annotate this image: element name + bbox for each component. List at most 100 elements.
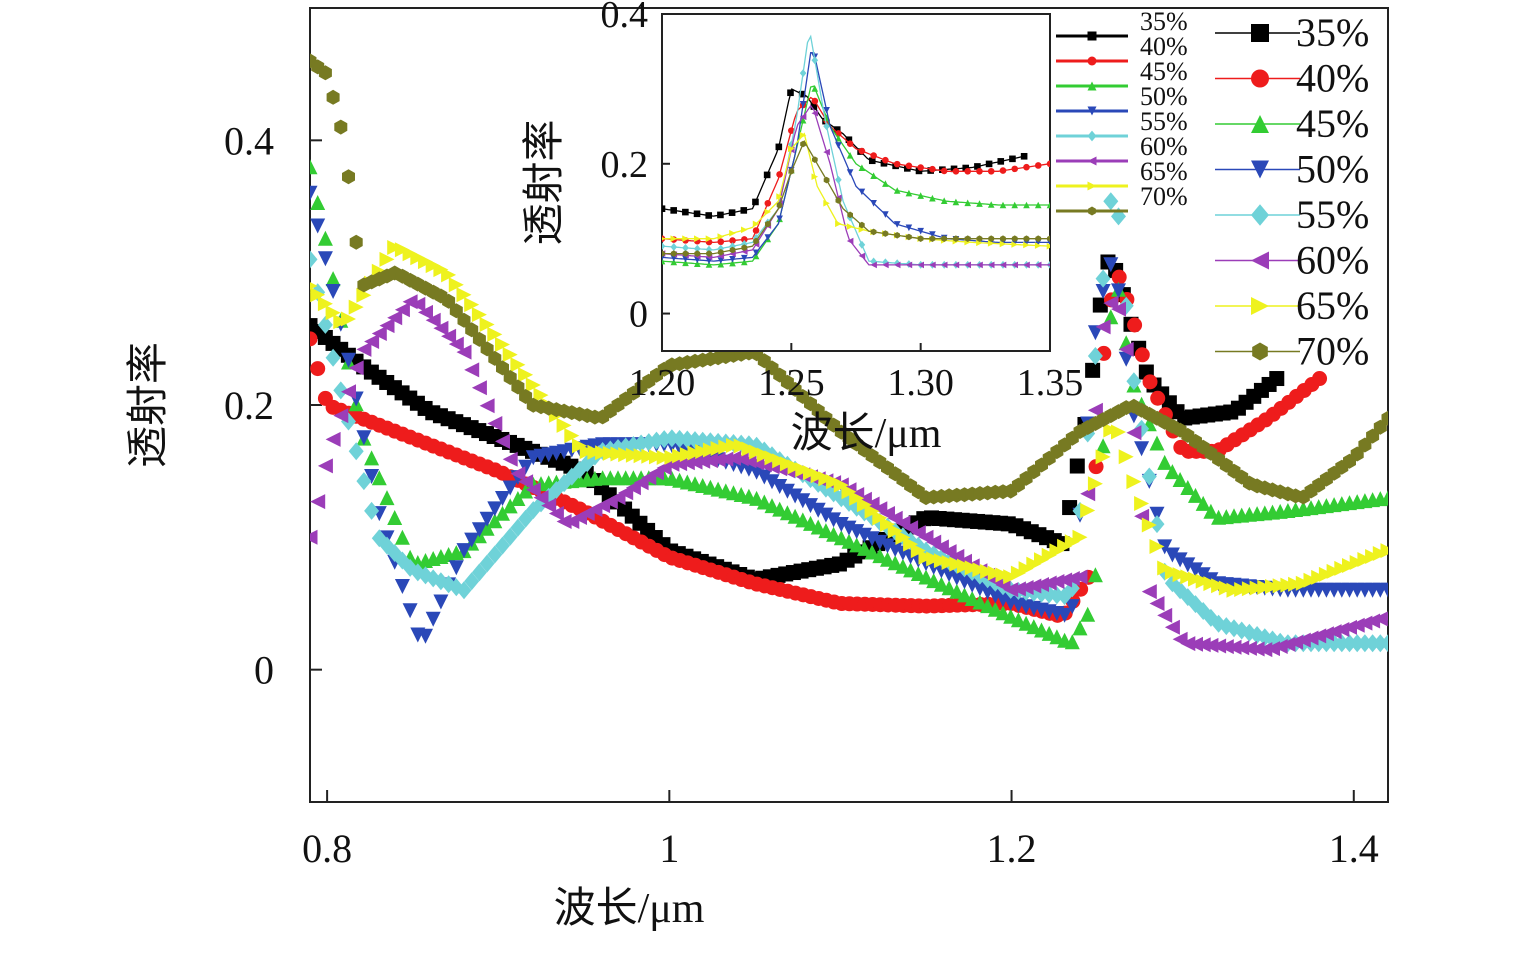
inset-data-point <box>705 235 713 242</box>
main-data-point <box>310 195 326 210</box>
inset-data-point <box>917 235 924 242</box>
main-data-point <box>987 601 1003 617</box>
main-data-point <box>479 317 495 332</box>
main-data-point <box>334 119 348 135</box>
main-data-point <box>518 483 534 499</box>
main-data-point <box>1080 606 1096 622</box>
inset-data-point <box>706 250 712 257</box>
main-data-point <box>1373 419 1387 435</box>
main-data-point <box>1226 639 1242 655</box>
inset-data-point <box>811 56 819 65</box>
main-legend-swatch-marker <box>1251 24 1269 42</box>
inset-data-point <box>717 211 724 219</box>
inset-data-point <box>929 194 936 202</box>
main-data-point <box>456 344 472 360</box>
main-data-point <box>749 464 765 480</box>
main-data-point <box>856 497 872 513</box>
main-data-point <box>433 594 449 610</box>
main-y-tick-label: 0 <box>254 648 274 693</box>
inset-data-point <box>763 171 771 179</box>
inset-series-line <box>662 139 1050 255</box>
main-data-point <box>903 536 919 552</box>
main-data-point <box>1092 297 1108 313</box>
main-data-point <box>317 458 333 474</box>
inset-data-point <box>893 261 901 269</box>
main-data-point <box>1095 438 1111 454</box>
main-data-point <box>1087 325 1103 341</box>
inset-data-point <box>1023 235 1030 242</box>
main-data-point <box>510 357 526 373</box>
main-data-point <box>1157 539 1173 555</box>
main-data-point <box>464 572 480 591</box>
inset-data-point <box>682 235 689 242</box>
inset-data-point <box>905 162 913 170</box>
main-data-point <box>1080 486 1096 502</box>
main-data-point <box>1064 571 1080 586</box>
main-data-point <box>1269 371 1285 387</box>
inset-data-point <box>858 147 866 155</box>
inset-data-point <box>1023 201 1030 209</box>
inset-data-point <box>987 261 995 269</box>
inset-data-point <box>729 237 736 244</box>
main-data-point <box>726 438 741 453</box>
main-data-point <box>456 287 472 303</box>
main-data-point <box>364 501 380 520</box>
inset-data-point <box>776 215 783 223</box>
inset-data-point <box>812 156 818 163</box>
main-data-point <box>503 370 517 385</box>
main-legend-swatch-marker <box>1252 342 1268 361</box>
main-data-point <box>349 234 363 250</box>
inset-legend-label: 50% <box>1140 82 1188 111</box>
inset-data-point <box>929 231 936 238</box>
inset-data-point <box>858 188 866 196</box>
inset-data-point <box>1000 235 1006 242</box>
main-data-point <box>1350 446 1364 462</box>
main-legend-label: 65% <box>1296 283 1369 328</box>
inset-data-point <box>870 152 877 159</box>
main-data-point <box>980 564 996 579</box>
main-data-point <box>1126 474 1142 490</box>
main-data-point <box>310 287 326 303</box>
main-data-point <box>787 508 803 524</box>
main-data-point <box>425 611 441 627</box>
main-data-point <box>1195 573 1211 589</box>
main-data-point <box>803 465 818 481</box>
main-data-point <box>733 438 749 454</box>
main-data-point <box>371 470 387 486</box>
inset-data-point <box>868 157 876 165</box>
inset-x-tick-label: 1.30 <box>887 362 954 404</box>
main-data-point <box>341 311 356 327</box>
main-data-point <box>1257 579 1273 595</box>
main-data-point <box>895 530 911 545</box>
main-data-point <box>1118 449 1134 465</box>
main-data-point <box>379 490 395 506</box>
main-data-point <box>533 387 549 403</box>
inset-data-point <box>1023 241 1030 249</box>
main-data-point <box>841 533 857 549</box>
main-data-point <box>387 240 403 255</box>
inset-data-point <box>717 244 725 253</box>
inset-data-point <box>929 261 936 269</box>
inset-data-point <box>799 69 807 78</box>
main-data-point <box>1103 192 1119 211</box>
inset-data-point <box>870 261 877 269</box>
main-data-point <box>495 505 510 521</box>
inset-legend-label: 60% <box>1140 132 1188 161</box>
inset-legend-label: 65% <box>1140 157 1188 186</box>
inset-data-point <box>787 89 794 97</box>
main-data-point <box>433 320 449 336</box>
inset-frame <box>661 13 1051 352</box>
main-data-point <box>779 483 795 499</box>
main-data-point <box>826 526 842 542</box>
main-data-point <box>495 491 510 506</box>
inset-data-point <box>858 226 866 233</box>
inset-legend-label: 45% <box>1140 57 1188 86</box>
main-data-point <box>1157 454 1173 470</box>
main-data-point <box>1295 575 1311 591</box>
main-data-point <box>317 315 333 334</box>
inset-data-point <box>941 235 947 242</box>
main-data-point <box>533 490 549 506</box>
main-data-point <box>741 441 757 457</box>
main-data-point <box>941 580 957 596</box>
inset-data-point <box>694 260 701 267</box>
